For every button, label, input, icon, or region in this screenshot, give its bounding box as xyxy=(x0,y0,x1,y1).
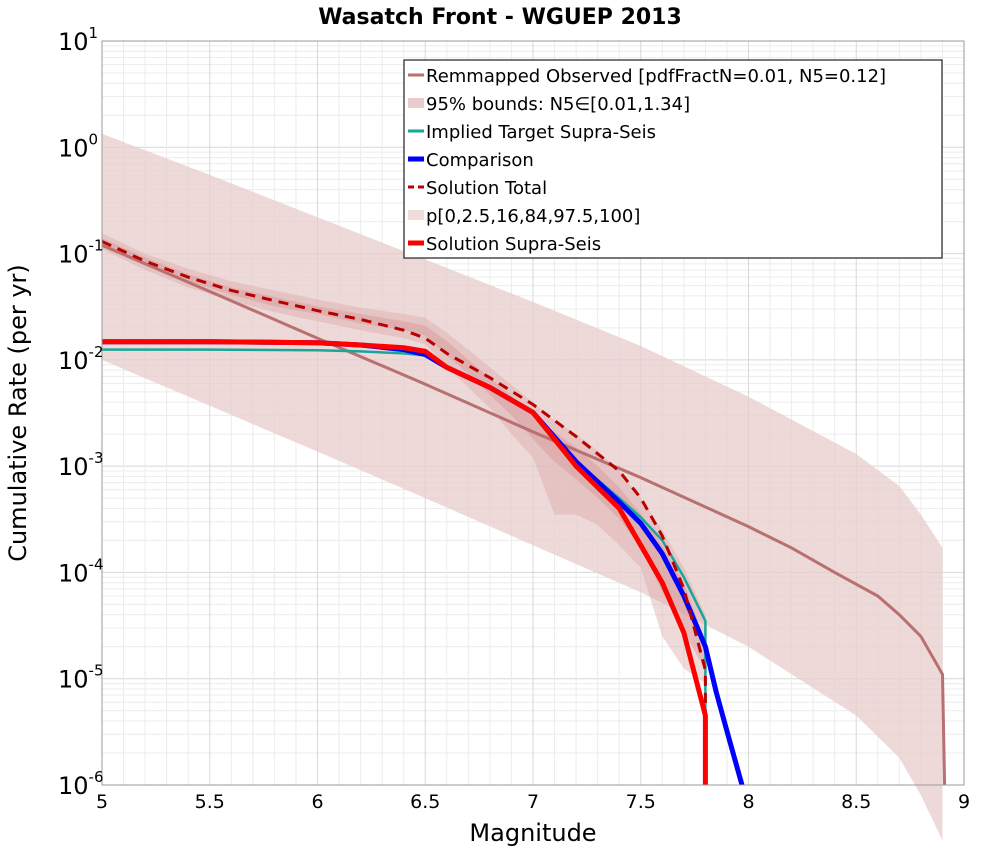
y-tick-label: 10-6 xyxy=(58,768,104,800)
legend-box xyxy=(403,59,943,259)
series-lines xyxy=(102,240,947,785)
legend: Remmapped Observed [pdfFractN=0.01, N5=0… xyxy=(403,59,943,259)
legend-swatch xyxy=(408,210,424,220)
legend-label: Solution Total xyxy=(426,178,547,199)
y-tick-labels: 10-6 10-5 10-4 10-3 10-2 10-1 100 101 xyxy=(58,24,104,800)
x-tick-label: 9 xyxy=(958,791,970,813)
y-tick-label: 100 xyxy=(58,130,98,162)
x-tick-label: 5 xyxy=(96,791,108,813)
x-tick-label: 6.5 xyxy=(410,791,440,813)
plot-frame xyxy=(101,40,965,786)
x-tick-label: 7 xyxy=(527,791,539,813)
solution-supra-seis-line xyxy=(102,339,708,785)
legend-label: Solution Supra-Seis xyxy=(426,234,601,255)
legend-label: Remmapped Observed [pdfFractN=0.01, N5=0… xyxy=(426,66,886,87)
y-axis-label: Cumulative Rate (per yr) xyxy=(4,264,32,562)
x-tick-label: 8 xyxy=(742,791,754,813)
y-tick-label: 10-3 xyxy=(58,449,104,481)
x-tick-label: 8.5 xyxy=(841,791,871,813)
y-tick-label: 10-5 xyxy=(58,662,104,694)
legend-label: Implied Target Supra-Seis xyxy=(426,122,656,143)
x-axis-label: Magnitude xyxy=(469,819,596,847)
x-tick-label: 5.5 xyxy=(195,791,225,813)
solution-total-line xyxy=(102,240,707,785)
solution-percentile-inner-band xyxy=(102,238,706,671)
legend-label: 95% bounds: N5∈[0.01,1.34] xyxy=(426,94,690,115)
y-tick-label: 10-1 xyxy=(58,237,104,269)
legend-label: p[0,2.5,16,84,97.5,100] xyxy=(426,206,640,227)
y-tick-label: 10-4 xyxy=(58,555,104,587)
solution-percentile-outer-band xyxy=(102,233,706,684)
x-tick-label: 7.5 xyxy=(626,791,656,813)
x-tick-labels: 5 5.5 6 6.5 7 7.5 8 8.5 9 xyxy=(96,791,970,813)
legend-swatch xyxy=(408,98,424,108)
x-tick-label: 6 xyxy=(311,791,323,813)
chart-title: Wasatch Front - WGUEP 2013 xyxy=(318,5,682,30)
y-tick-label: 101 xyxy=(58,24,98,56)
legend-label: Comparison xyxy=(426,150,534,171)
y-tick-label: 10-2 xyxy=(58,343,104,375)
